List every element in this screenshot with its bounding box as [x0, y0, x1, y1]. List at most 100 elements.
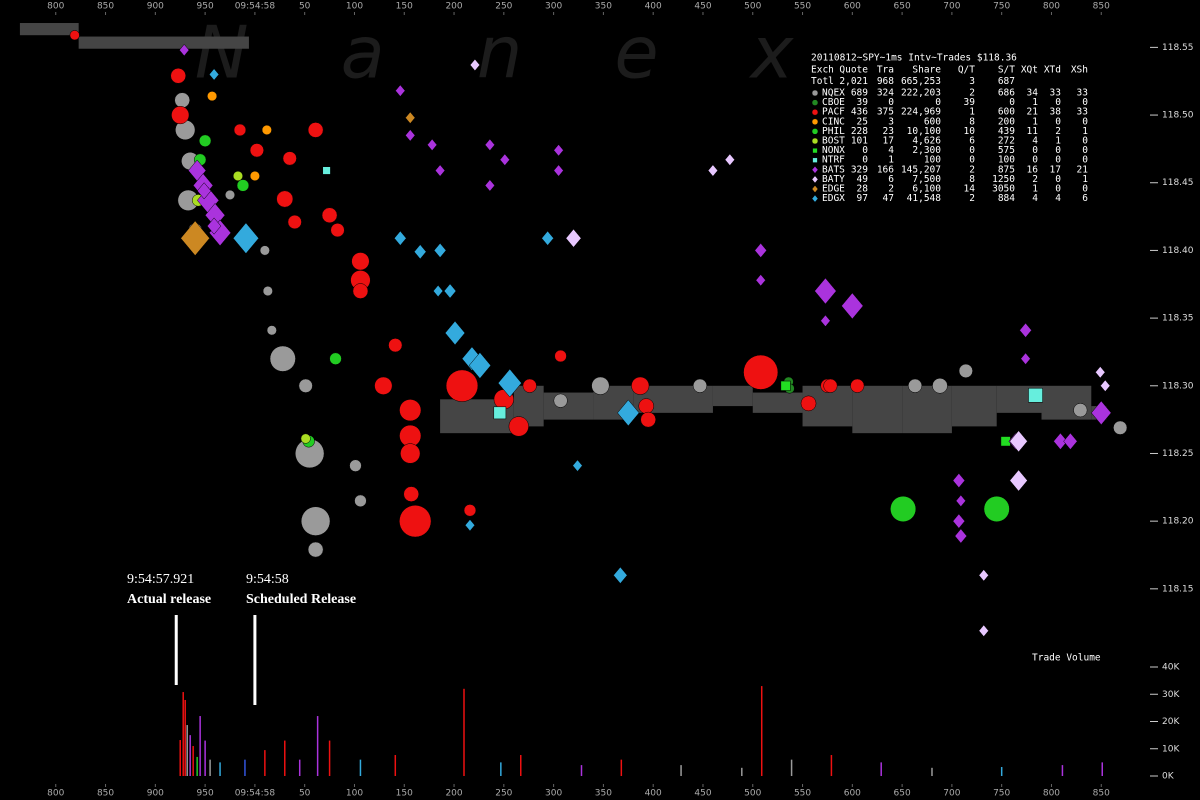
trade-marker [207, 91, 218, 102]
quote-band [543, 392, 594, 420]
legend-cell: 2,300 [912, 145, 941, 156]
legend-cell: 11 [1027, 126, 1039, 137]
trade-marker [952, 513, 966, 529]
volume-bar [790, 759, 793, 776]
x-tick-label: 150 [396, 789, 413, 799]
trade-marker [170, 67, 187, 84]
x-tick-label: 300 [545, 2, 562, 12]
legend-cell: 100 [998, 155, 1015, 166]
y-tick-label: 118.55 [1162, 43, 1194, 53]
trade-marker [330, 223, 345, 238]
trade-marker [958, 363, 973, 378]
annotation-time: 9:54:57.921 [127, 572, 194, 587]
legend-cell: 49 [857, 174, 869, 185]
x-tick-label: 800 [47, 789, 64, 799]
legend-marker [812, 147, 818, 154]
volume-bar [316, 716, 319, 776]
x-tick-label: 50 [299, 2, 311, 12]
trade-marker [444, 320, 466, 346]
trade-marker [814, 277, 837, 305]
legend-cell: 166 [877, 164, 894, 175]
legend-cell: 1 [1082, 174, 1088, 185]
legend-cell: 1 [1032, 97, 1038, 108]
legend-marker [811, 89, 819, 97]
trade-marker [631, 376, 650, 395]
x-tick-label: 850 [97, 2, 114, 12]
trade-marker [780, 380, 791, 391]
legend-cell: 6 [1082, 193, 1088, 204]
legend-cell: 1 [1055, 136, 1061, 147]
legend-total-cell: 3 [969, 76, 975, 87]
legend-cell: 375 [877, 107, 894, 118]
y-tick-label: 118.20 [1162, 517, 1194, 527]
y-tick-label: 118.25 [1162, 449, 1194, 459]
trade-marker [349, 459, 362, 472]
x-tick-label: 650 [894, 789, 911, 799]
trade-marker [249, 170, 260, 182]
trade-marker [952, 473, 966, 489]
legend-name: CBOE [822, 97, 845, 108]
x-tick-label: 400 [645, 789, 662, 799]
trade-marker [484, 138, 495, 151]
trade-marker [374, 376, 393, 395]
legend-cell: 0 [1055, 145, 1061, 156]
legend-total-cell: Totl [811, 76, 834, 87]
x-tick-label: 450 [694, 2, 711, 12]
legend-cell: 38 [1050, 107, 1062, 118]
trade-marker [394, 230, 407, 246]
trade-marker [322, 166, 331, 175]
legend-cell: 17 [1050, 164, 1061, 175]
trade-marker [1113, 420, 1128, 435]
legend-cell: 228 [851, 126, 868, 137]
trade-marker [405, 129, 416, 142]
trade-marker [249, 143, 264, 158]
legend-cell: 16 [1027, 164, 1039, 175]
trade-marker [1095, 366, 1106, 379]
y-tick-label: 118.15 [1162, 584, 1194, 594]
trade-marker [413, 244, 427, 260]
legend-cell: 2 [969, 193, 975, 204]
trade-marker [484, 179, 495, 192]
legend-cell: 0 [1082, 97, 1088, 108]
legend-column: Q/T [958, 65, 975, 76]
legend-marker [812, 157, 818, 163]
legend-cell: 4 [1032, 136, 1038, 147]
trade-marker [282, 151, 297, 166]
volume-bar [204, 740, 206, 776]
trade-marker [463, 504, 477, 517]
plot: 80080085085090090095095009:54:5809:54:58… [19, 2, 1194, 799]
volume-bar [620, 759, 623, 776]
trade-marker [1053, 432, 1068, 450]
trade-marker [180, 220, 210, 256]
trade-marker [1100, 379, 1111, 392]
y2-tick-label: 10K [1162, 744, 1180, 754]
trade-marker [907, 378, 923, 393]
volume-bar [520, 755, 522, 776]
trade-marker [553, 393, 568, 408]
legend-cell: 0 [1082, 136, 1088, 147]
y2-tick-label: 40K [1162, 663, 1180, 673]
annotation-text: Actual release [127, 592, 211, 607]
y2-tick-label: 0K [1162, 772, 1175, 782]
volume-bar [199, 716, 201, 776]
legend-column: S/T [998, 65, 1015, 76]
x-tick-label: 850 [97, 789, 114, 799]
trade-marker [1073, 403, 1088, 418]
legend-cell: 0 [1055, 155, 1061, 166]
legend-cell: 884 [998, 193, 1015, 204]
x-tick-label: 850 [1093, 2, 1110, 12]
legend-cell: 0 [1082, 184, 1088, 195]
legend-name: PHIL [822, 126, 845, 137]
x-tick-label: 900 [147, 2, 164, 12]
y-tick-label: 118.30 [1162, 381, 1194, 391]
legend-cell: 39 [964, 97, 976, 108]
legend-name: PACF [822, 107, 845, 118]
y-tick-label: 118.40 [1162, 246, 1194, 256]
volume-bar [880, 762, 882, 776]
volume-bar [244, 759, 246, 776]
y2-tick-label: 30K [1162, 690, 1180, 700]
watermark: Nanex [195, 11, 886, 95]
trade-marker [445, 369, 479, 402]
x-tick-label: 750 [993, 2, 1010, 12]
y2-tick-label: 20K [1162, 717, 1180, 727]
